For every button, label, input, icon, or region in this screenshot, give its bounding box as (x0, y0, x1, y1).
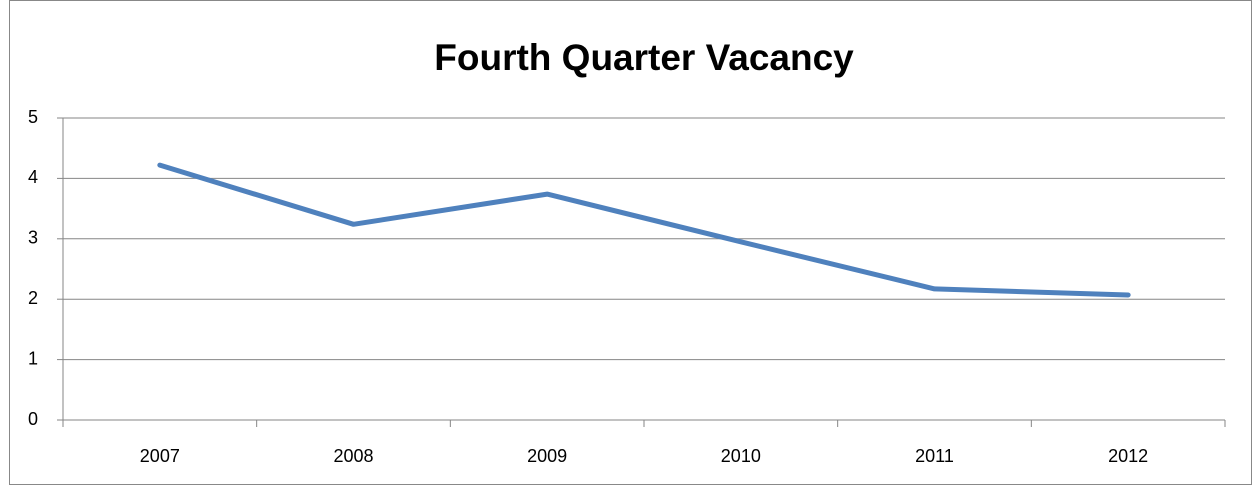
line-series (157, 162, 1131, 298)
y-tick-label: 5 (28, 107, 38, 127)
y-tick-label: 1 (28, 348, 38, 368)
x-tick-label: 2011 (915, 446, 954, 466)
y-tick-label: 2 (28, 288, 38, 308)
y-tick-label: 4 (28, 167, 38, 187)
x-tick-label: 2007 (140, 446, 180, 466)
chart-border (9, 0, 1252, 485)
x-tick-label: 2012 (1108, 446, 1148, 466)
y-tick-label: 0 (28, 409, 38, 429)
chart-title: Fourth Quarter Vacancy (434, 37, 854, 78)
x-tick-label: 2008 (333, 446, 373, 466)
x-tick-label: 2009 (527, 446, 567, 466)
y-tick-label: 3 (28, 228, 38, 248)
x-tick-label: 2010 (721, 446, 761, 466)
